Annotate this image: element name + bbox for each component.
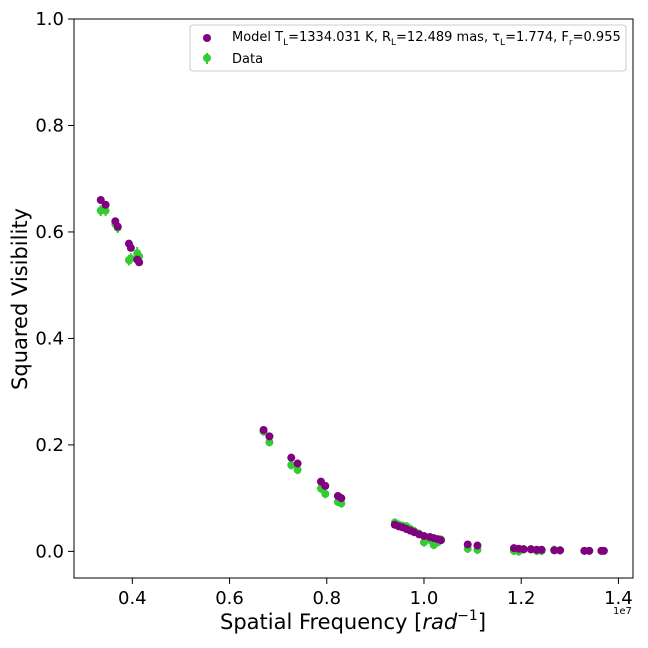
model-point <box>519 545 528 554</box>
model-point <box>436 536 445 545</box>
model-point <box>599 546 608 555</box>
model-point <box>321 481 330 490</box>
x-tick-label: 1.4 <box>604 588 633 609</box>
x-tick-label: 1.0 <box>410 588 439 609</box>
y-axis-ticks: 0.0 0.2 0.4 0.6 0.8 1.0 <box>35 9 74 562</box>
model-point <box>293 459 302 468</box>
y-tick-label: 0.0 <box>35 541 64 562</box>
y-tick-label: 0.6 <box>35 222 64 243</box>
model-series <box>96 196 608 555</box>
data-point <box>287 461 296 470</box>
model-point <box>556 546 565 555</box>
plot-area <box>74 19 633 578</box>
model-point <box>135 258 144 267</box>
data-point <box>321 489 330 498</box>
model-point <box>337 494 346 503</box>
y-tick-label: 0.2 <box>35 435 64 456</box>
data-point <box>126 254 135 263</box>
model-point <box>473 541 482 550</box>
y-axis-label: Squared Visibility <box>8 208 32 390</box>
legend: Model TL=1334.031 K, RL=12.489 mas, τL=1… <box>189 24 627 72</box>
x-axis-label: Spatial Frequency [rad−1] <box>220 608 486 634</box>
x-tick-label: 0.8 <box>312 588 341 609</box>
model-point <box>537 545 546 554</box>
legend-data-label: Data <box>232 52 263 67</box>
legend-model-marker <box>203 34 211 42</box>
x-axis-offset-label: 1e7 <box>613 606 632 617</box>
model-point <box>265 432 274 441</box>
model-point <box>113 222 122 231</box>
data-point <box>265 438 274 447</box>
x-axis-ticks: 0.4 0.6 0.8 1.0 1.2 1.4 <box>118 578 633 609</box>
model-point <box>259 425 268 434</box>
legend-model-label: Model TL=1334.031 K, RL=12.489 mas, τL=1… <box>232 30 621 48</box>
plot-frame <box>73 18 634 579</box>
x-tick-label: 1.2 <box>507 588 536 609</box>
y-tick-label: 1.0 <box>35 9 64 30</box>
model-point <box>463 540 472 549</box>
data-point <box>293 465 302 474</box>
y-tick-label: 0.4 <box>35 328 64 349</box>
model-point <box>101 200 110 209</box>
model-point <box>526 545 535 554</box>
model-point <box>585 546 594 555</box>
legend-frame <box>189 24 627 72</box>
data-point <box>101 206 110 215</box>
x-tick-label: 0.6 <box>215 588 244 609</box>
model-point <box>287 453 296 462</box>
x-tick-label: 0.4 <box>118 588 147 609</box>
model-point <box>126 243 135 252</box>
model-point <box>550 546 559 555</box>
y-tick-label: 0.8 <box>35 115 64 136</box>
legend-data-marker <box>203 54 211 62</box>
